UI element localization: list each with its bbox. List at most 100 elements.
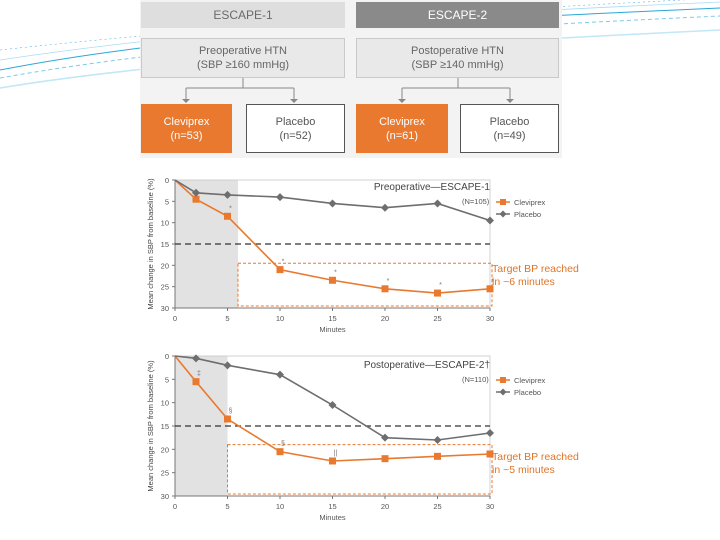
significance-marker: §: [229, 408, 233, 415]
placebo-line: [174, 355, 491, 441]
x-tick-label: 20: [381, 502, 389, 511]
x-tick-label: 5: [225, 502, 229, 511]
x-tick-label: 10: [276, 314, 284, 323]
target-annotation-line2: in ~5 minutes: [492, 464, 555, 476]
y-tick-label: 10: [161, 219, 169, 228]
x-tick-label: 15: [328, 314, 336, 323]
cleviprex-line: [174, 179, 491, 294]
escape2-placebo-arm: Placebo (n=49): [460, 104, 559, 153]
placebo-point: [276, 193, 284, 202]
escape1-header: ESCAPE-1: [141, 2, 345, 28]
escape1-criteria: Preoperative HTN (SBP ≥160 mmHg): [141, 38, 345, 78]
placebo-point: [433, 199, 442, 208]
significance-marker: *: [282, 259, 285, 266]
x-tick-label: 30: [486, 502, 494, 511]
cleviprex-point: [276, 448, 284, 456]
y-tick-label: 5: [165, 197, 169, 206]
y-tick-label: 30: [161, 492, 169, 501]
target-annotation-line1: Target BP reached: [492, 451, 579, 463]
significance-marker: ‡: [197, 371, 201, 378]
y-tick-label: 20: [161, 445, 169, 454]
sample-size-label: (N=110): [462, 375, 489, 384]
target-reached-box: [227, 444, 493, 495]
y-tick-label: 15: [161, 240, 169, 249]
placebo-point: [328, 199, 337, 208]
y-axis-label: Mean change in SBP from baseline (%): [146, 360, 155, 492]
y-tick-label: 15: [161, 422, 169, 431]
legend-cleviprex-label: Cleviprex: [514, 376, 546, 385]
placebo-point: [192, 354, 200, 363]
cleviprex-point: [192, 195, 200, 203]
cleviprex-point: [434, 289, 441, 297]
x-axis-label: Minutes: [319, 513, 346, 522]
placebo-point: [276, 370, 284, 379]
chart-title: Postoperative—ESCAPE-2†: [364, 360, 490, 371]
y-tick-label: 25: [161, 283, 169, 292]
cleviprex-point: [381, 285, 389, 293]
placebo-point: [381, 433, 389, 442]
placebo-point: [192, 188, 200, 197]
significance-marker: ||: [334, 450, 338, 457]
placebo-point: [223, 190, 232, 199]
placebo-point: [381, 203, 389, 212]
placebo-point: [433, 436, 442, 444]
significance-marker: §: [281, 441, 285, 448]
target-annotation-line2: in ~6 minutes: [492, 276, 555, 288]
y-tick-label: 25: [161, 469, 169, 478]
x-tick-label: 15: [328, 502, 336, 511]
x-tick-label: 30: [486, 314, 494, 323]
placebo-point: [486, 216, 494, 225]
cleviprex-point: [486, 450, 494, 458]
escape1-cleviprex-arm: Cleviprex (n=53): [141, 104, 232, 153]
placebo-point: [223, 361, 232, 370]
legend-placebo-label: Placebo: [514, 210, 541, 219]
placebo-point: [328, 401, 337, 409]
significance-marker: *: [439, 282, 442, 289]
escape1-placebo-arm: Placebo (n=52): [246, 104, 345, 153]
cleviprex-point: [224, 415, 231, 423]
y-tick-label: 30: [161, 304, 169, 313]
target-reached-box: [237, 262, 493, 307]
legend-placebo-label: Placebo: [514, 388, 541, 397]
y-tick-label: 0: [165, 352, 169, 361]
legend-placebo-marker: [499, 210, 507, 218]
cleviprex-point: [192, 378, 200, 386]
legend-cleviprex-label: Cleviprex: [514, 198, 546, 207]
y-tick-label: 10: [161, 399, 169, 408]
cleviprex-point: [434, 452, 441, 460]
y-tick-label: 0: [165, 176, 169, 185]
sample-size-label: (N=105): [462, 197, 490, 206]
y-tick-label: 20: [161, 261, 169, 270]
x-tick-label: 25: [433, 502, 441, 511]
escape2-cleviprex-arm: Cleviprex (n=61): [356, 104, 448, 153]
placebo-line: [174, 179, 491, 222]
x-tick-label: 5: [225, 314, 229, 323]
y-tick-label: 5: [165, 375, 169, 384]
design-connectors: [182, 78, 514, 103]
chart-title: Preoperative—ESCAPE-1: [374, 182, 491, 193]
x-tick-label: 20: [381, 314, 389, 323]
significance-marker: *: [334, 269, 337, 276]
escape1-chart: 0 5 10 15 20 25 30 0 5 10 15 20 25 30 Minutes Mean chan…: [146, 176, 579, 334]
significance-marker: *: [387, 278, 390, 285]
x-tick-label: 10: [276, 502, 284, 511]
x-tick-label: 25: [433, 314, 441, 323]
placebo-point: [486, 429, 494, 437]
cleviprex-line: [174, 355, 491, 462]
significance-marker: *: [492, 278, 495, 285]
target-annotation-line1: Target BP reached: [492, 263, 579, 275]
cleviprex-point: [329, 276, 336, 284]
x-tick-label: 0: [173, 314, 177, 323]
cleviprex-point: [276, 266, 284, 274]
x-tick-label: 0: [173, 502, 177, 511]
y-axis-label: Mean change in SBP from baseline (%): [146, 178, 155, 310]
cleviprex-point: [486, 285, 494, 293]
legend-cleviprex-marker: [500, 199, 506, 205]
cleviprex-point: [329, 457, 336, 465]
cleviprex-point: [381, 455, 389, 463]
escape2-criteria: Postoperative HTN (SBP ≥140 mmHg): [356, 38, 559, 78]
legend-cleviprex-marker: [500, 377, 506, 383]
escape2-chart: 0 5 10 15 20 25 30 0 5 10 15 20 25 30 Minutes Mean chan…: [146, 352, 579, 522]
significance-marker: *: [229, 205, 232, 212]
x-axis-label: Minutes: [319, 325, 346, 334]
